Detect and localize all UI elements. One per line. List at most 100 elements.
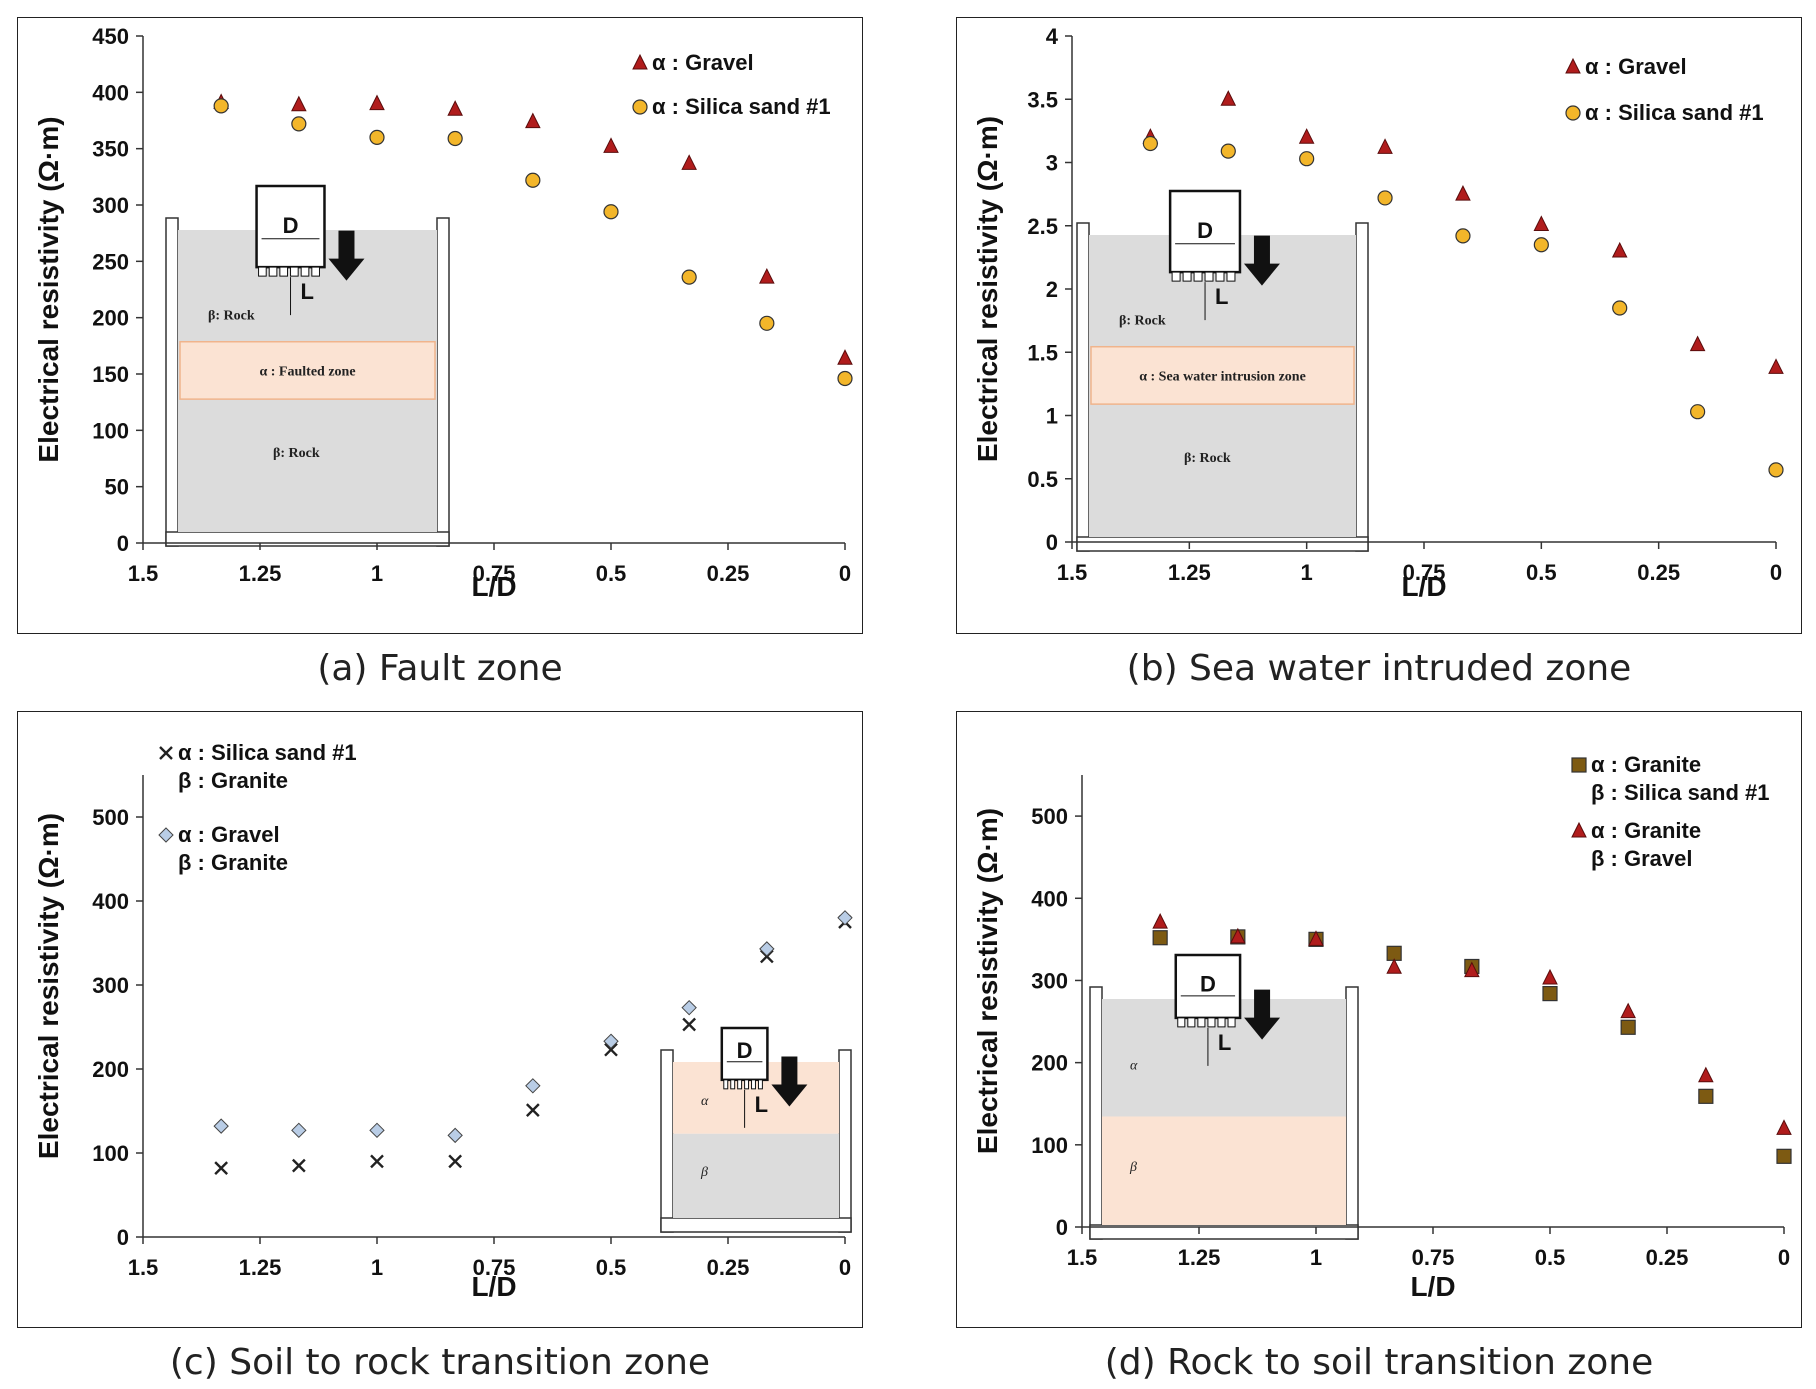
x-tick-label: 0.5 (1526, 560, 1557, 585)
y-axis-title: Electrical resistivity (Ω·m) (33, 813, 64, 1159)
schematic-diagram: α : Sea water intrusion zone β: Rock β: Ro… (1076, 189, 1369, 552)
data-point (1386, 958, 1402, 974)
data-point (1698, 1088, 1714, 1104)
data-point (759, 267, 775, 284)
electrode (258, 266, 267, 277)
data-point (603, 204, 619, 220)
y-axis-title: Electrical resistivity (Ω·m) (33, 116, 64, 462)
electrode (1215, 271, 1225, 282)
legend-marker (159, 746, 173, 760)
y-tick-label: 400 (1031, 886, 1068, 911)
data-point (1611, 241, 1628, 258)
diameter-label: D (737, 1038, 753, 1063)
y-tick-label: 50 (105, 475, 129, 500)
data-point (1220, 143, 1236, 159)
down-arrow-icon (328, 230, 365, 281)
x-tick-label: 1.25 (239, 1255, 282, 1280)
diagram-label-top: α (1130, 1059, 1138, 1074)
legend-label: α : Gravel (1585, 54, 1687, 79)
schematic-diagram: α : Faulted zone β: Rock β: Rock D L (165, 184, 450, 547)
data-point (1542, 968, 1558, 985)
tank-wall-right (1355, 222, 1369, 552)
data-point (682, 1017, 697, 1032)
y-tick-label: 100 (1031, 1133, 1068, 1158)
tank-floor (165, 531, 450, 547)
electrode (737, 1079, 743, 1090)
legend-marker (1571, 757, 1587, 773)
y-tick-label: 100 (92, 1141, 129, 1166)
series-1 (1142, 90, 1784, 374)
y-tick-label: 4 (1046, 24, 1059, 49)
data-point (1690, 404, 1706, 420)
y-tick-label: 400 (92, 889, 129, 914)
schematic-diagram: α β D L (660, 1026, 852, 1233)
x-tick-label: 0.25 (707, 561, 750, 586)
electrode (1207, 1017, 1216, 1028)
x-tick-label: 1.5 (128, 1255, 159, 1280)
electrode (1171, 271, 1181, 282)
tank-wall-right (436, 217, 450, 547)
y-tick-label: 250 (92, 249, 129, 274)
schematic-diagram: α β D L (1089, 953, 1359, 1240)
legend-marker (1571, 821, 1587, 838)
data-point (1533, 215, 1550, 231)
y-tick-label: 200 (92, 1057, 129, 1082)
y-tick-label: 300 (92, 193, 129, 218)
legend: α : Gravel α : Silica sand #1 (1565, 54, 1764, 125)
down-arrow-icon (1243, 235, 1280, 286)
data-point (1377, 138, 1393, 154)
electrode (1217, 1017, 1226, 1028)
x-tick-label: 1.5 (1057, 560, 1088, 585)
y-tick-label: 0 (117, 1225, 129, 1250)
data-point (447, 1127, 463, 1144)
data-point (370, 1154, 384, 1169)
probe-body (720, 1026, 769, 1082)
legend-label: α : Silica sand #1 (178, 740, 357, 765)
y-tick-label: 3.5 (1027, 87, 1058, 112)
x-tick-label: 0.75 (1412, 1245, 1455, 1270)
series-2 (1152, 912, 1792, 1135)
data-point (681, 154, 697, 170)
x-tick-label: 0 (839, 1255, 851, 1280)
tank-wall-right (838, 1049, 852, 1233)
y-tick-label: 0 (1056, 1215, 1068, 1240)
chart-b-svg: α : Sea water intrusion zone β: Rock β: Ro… (972, 24, 1784, 602)
x-tick-label: 1 (371, 561, 383, 586)
chart-d-svg: α β D L 0 100 200 300 400 500 1.5 1.25 1 0.75 0.5 0.25 0… (972, 752, 1792, 1302)
x-axis-title: L/D (1401, 571, 1446, 602)
tank-floor (660, 1217, 852, 1233)
diagram-label-top: β: Rock (1119, 314, 1166, 329)
chart-caption-d: (d) Rock to soil transition zone (1104, 1342, 1654, 1383)
beta-layer (1102, 1116, 1346, 1225)
legend-label: α : Gravel (178, 822, 280, 847)
electrode (311, 266, 320, 277)
electrode (268, 266, 278, 277)
y-tick-label: 1 (1046, 404, 1058, 429)
y-tick-label: 0 (117, 531, 129, 556)
x-tick-label: 0.75 (473, 561, 516, 586)
y-tick-label: 350 (92, 137, 129, 162)
series-2 (213, 910, 853, 1144)
diagram-label-top: α (701, 1094, 709, 1109)
data-point (1542, 986, 1558, 1002)
data-point (681, 999, 697, 1016)
legend-label-beta: β : Granite (178, 850, 288, 875)
data-point (214, 1161, 229, 1175)
tank-wall-left (1089, 986, 1103, 1240)
x-tick-label: 1.25 (239, 561, 282, 586)
y-tick-label: 500 (1031, 804, 1068, 829)
data-point (1464, 961, 1480, 978)
tank-wall-right (1345, 986, 1359, 1240)
data-point (1230, 927, 1246, 944)
y-tick-label: 0 (1046, 530, 1058, 555)
data-point (369, 129, 385, 146)
data-point (1220, 90, 1237, 106)
tank-wall-left (660, 1049, 674, 1233)
x-axis-title: L/D (471, 571, 516, 602)
legend-label: α : Silica sand #1 (652, 94, 831, 119)
x-tick-label: 1.25 (1178, 1245, 1221, 1270)
y-tick-label: 1.5 (1027, 340, 1058, 365)
data-point (1533, 237, 1549, 253)
data-point (1299, 151, 1315, 167)
x-tick-label: 1.25 (1168, 560, 1211, 585)
